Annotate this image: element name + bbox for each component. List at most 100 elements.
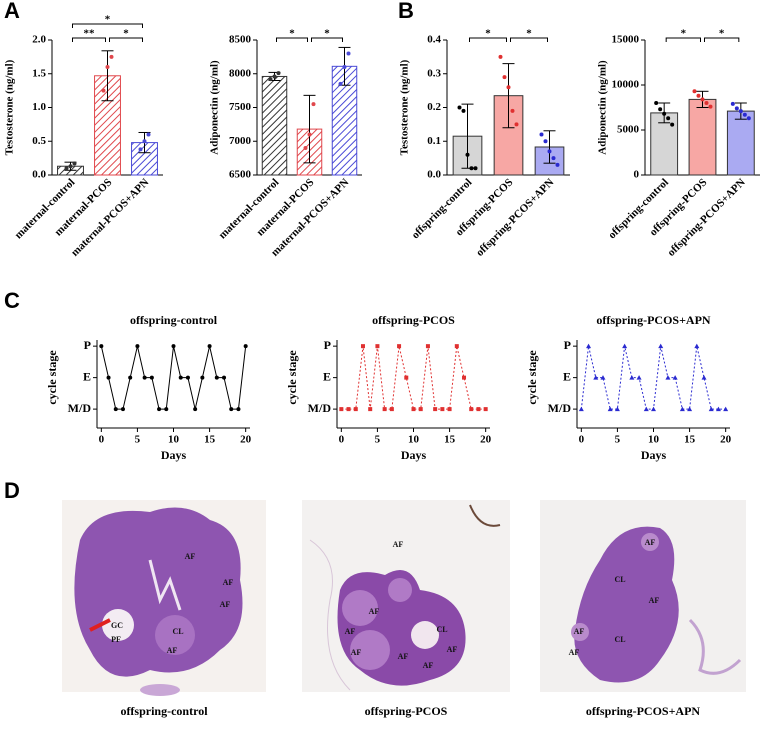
marker [600,375,606,380]
y-tick-label: 15000 [612,34,640,46]
error-bar [543,130,556,164]
image-caption: offspring-PCOS [365,704,448,718]
image-annotation: CL [614,635,625,644]
marker [135,344,140,349]
marker [236,407,241,412]
marker [243,344,248,349]
marker [672,375,678,380]
x-tick-label: 5 [135,434,141,446]
data-point [342,65,347,69]
marker [339,407,344,412]
y-axis-label: cycle stage [45,350,59,405]
marker [614,406,620,412]
marker [629,375,635,380]
significance-bracket [704,37,740,42]
marker [222,375,227,380]
x-tick-label: 10 [408,434,420,446]
y-axis-label: cycle stage [525,350,539,405]
y-tick-label: 10000 [612,79,640,91]
y-tick-label: 7000 [229,135,252,147]
y-tick-label: 0 [634,169,640,181]
data-point [146,132,151,137]
data-point [105,65,110,69]
significance-label: * [324,28,330,40]
error-bar [502,63,515,129]
data-point [539,132,544,137]
significance-label: * [105,14,111,26]
x-axis-label: Days [401,448,427,462]
data-point [730,101,735,106]
y-axis-label: Adiponectin (ng/ml) [597,60,609,155]
y-tick-label: 0.2 [427,101,441,113]
data-point [64,166,69,171]
data-point [303,146,308,150]
y-tick-label: 0.1 [427,135,441,147]
y-tick-label: 0.4 [427,34,441,46]
marker [382,407,387,412]
image-annotation: AF [369,607,380,616]
x-tick-label: 10 [168,434,180,446]
panel-label: D [4,478,20,503]
x-tick-label: 20 [480,434,492,446]
data-point [666,116,671,121]
marker [578,406,584,412]
histology-image [302,500,510,692]
significance-bracket [72,23,143,28]
marker [411,407,416,412]
marker [149,375,154,380]
significance-bracket [109,37,143,42]
marker [425,344,430,349]
y-tick-label: 2.0 [32,34,46,46]
marker [164,407,169,412]
marker [679,406,685,412]
marker [142,375,147,380]
image-annotation: AF [569,648,580,657]
histology-image [540,500,746,692]
marker [418,407,423,412]
y-tick-label: 1.0 [32,101,46,113]
significance-bracket [72,37,106,42]
x-tick-label: 0 [579,434,585,446]
y-axis-label: Testosterone (ng/ml) [399,59,411,155]
data-point [272,74,277,79]
data-point [311,102,316,107]
data-point [465,152,470,157]
image-annotation: AF [223,578,234,587]
marker [643,406,649,412]
x-tick-label: offspring-PCOS+APN [665,176,748,259]
data-point [543,139,548,144]
marker [687,406,693,412]
significance-label: ** [84,28,96,40]
image-annotation: AF [649,596,660,605]
marker [171,344,176,349]
y-tick-label: 8000 [229,67,252,79]
image-annotation: AF [645,538,656,547]
marker [440,407,445,412]
data-point [138,147,143,152]
data-point [469,166,474,171]
significance-label: * [289,28,295,40]
significance-label: * [719,28,725,40]
data-point [708,104,713,109]
x-tick-label: maternal-control [216,176,281,241]
y-tick-label: 0.5 [32,135,46,147]
image-annotation: AF [351,648,362,657]
x-tick-label: 5 [375,434,381,446]
marker [651,406,656,412]
chart-title: offspring-control [130,313,218,327]
bar [726,110,755,176]
y-tick-label: P [324,338,331,352]
y-tick-label: 0.0 [32,169,46,181]
panel-label: A [4,0,20,23]
data-point [658,107,663,112]
significance-label: * [526,28,532,40]
y-axis-label: cycle stage [285,350,299,405]
data-point [142,139,147,144]
y-tick-label: M/D [68,401,92,415]
image-caption: offspring-PCOS+APN [586,704,701,718]
y-tick-label: E [83,369,91,383]
data-point [551,156,556,161]
line [341,346,486,410]
error-bar [101,50,114,102]
